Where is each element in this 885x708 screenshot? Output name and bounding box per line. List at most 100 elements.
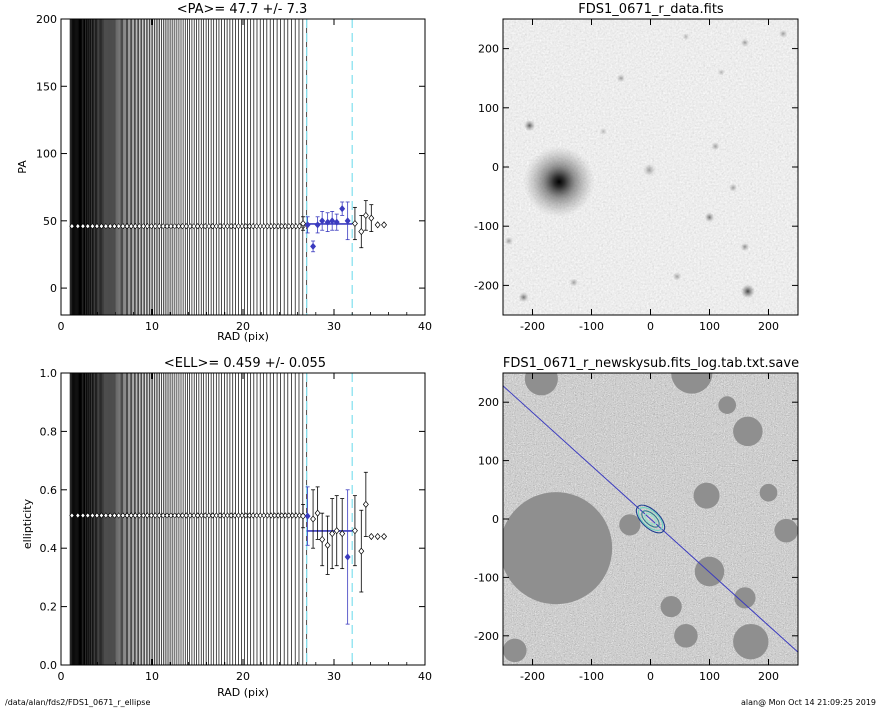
model-image-mask xyxy=(734,587,756,609)
pa-plot-marks xyxy=(69,19,388,315)
model-image-ytick-label: 200 xyxy=(478,396,499,409)
data-image-source xyxy=(704,212,715,223)
ell-point xyxy=(351,527,358,535)
pa-point xyxy=(304,221,311,229)
data-image-source xyxy=(740,284,755,299)
footer-path: /data/alan/fds2/FDS1_0671_r_ellipse xyxy=(5,698,151,707)
model-image-mask xyxy=(660,595,682,618)
data-image-title: FDS1_0671_r_data.fits xyxy=(578,2,724,17)
data-image-source xyxy=(599,127,607,136)
data-image-ytick-label: 0 xyxy=(492,161,499,174)
pa-point xyxy=(351,219,358,228)
pa-xtick-label: 20 xyxy=(236,320,250,333)
data-image-xtick-label: -100 xyxy=(579,320,604,333)
ell-ytick-label: 0.8 xyxy=(40,425,58,438)
pa-point xyxy=(324,218,331,226)
ell-plot-xlabel: RAD (pix) xyxy=(217,686,269,699)
model-image-overlay xyxy=(503,385,798,653)
model-image-mask xyxy=(733,623,769,660)
ell-point xyxy=(304,512,311,520)
pa-plot: <PA>= 47.7 +/- 7.3 0 10 20 30 40 0 50 100 150 200… xyxy=(16,2,432,343)
model-image-mask xyxy=(503,492,613,605)
model-image-xtick-label: 200 xyxy=(758,670,779,683)
pa-plot-ylabel: PA xyxy=(16,160,29,174)
model-image-isophote-ellipse xyxy=(644,513,657,525)
data-image-ytick-label: -100 xyxy=(474,220,499,233)
pa-xtick-label: 10 xyxy=(145,320,159,333)
data-image-source xyxy=(740,242,750,252)
ell-xtick-label: 40 xyxy=(418,670,432,683)
model-image-mask xyxy=(718,396,737,414)
pa-point xyxy=(310,242,317,250)
ell-point xyxy=(362,500,369,508)
pa-ytick-label: 200 xyxy=(36,13,57,26)
ell-ytick-label: 0.4 xyxy=(40,542,58,555)
model-image-isophote-ellipse xyxy=(635,504,666,534)
data-image-source xyxy=(642,163,656,177)
pa-point xyxy=(300,219,307,228)
ell-xtick-label: 20 xyxy=(236,670,250,683)
pa-dense-point xyxy=(69,223,75,230)
model-image-ytick-label: -100 xyxy=(474,571,499,584)
ell-xtick-label: 10 xyxy=(145,670,159,683)
ell-plot: <ELL>= 0.459 +/- 0.055 0 10 20 30 40 0.0 0.2 0.… xyxy=(21,356,432,699)
data-image-source xyxy=(518,292,529,303)
data-image-source xyxy=(523,119,536,132)
pa-point xyxy=(339,205,346,213)
data-image-source xyxy=(682,33,690,41)
data-image-axes: -200 -100 0 100 200 -200 -100 0 100 200 xyxy=(474,19,798,333)
pa-plot-axes: 0 10 20 30 40 0 50 100 150 200 xyxy=(36,13,432,333)
model-image-mask xyxy=(671,373,713,394)
pa-xtick-label: 30 xyxy=(327,320,341,333)
model-image-mask xyxy=(759,483,778,502)
model-image-masks xyxy=(503,373,798,663)
ell-plot-title: <ELL>= 0.459 +/- 0.055 xyxy=(164,356,326,371)
ell-plot-ylabel: ellipticity xyxy=(21,498,34,549)
data-image-plot: FDS1_0671_r_data.fits xyxy=(474,2,799,333)
ell-point xyxy=(374,532,381,541)
pa-point xyxy=(358,228,365,236)
pa-plot-title: <PA>= 47.7 +/- 7.3 xyxy=(177,2,308,17)
model-image-mask xyxy=(693,482,720,509)
data-image-xtick-label: 200 xyxy=(758,320,779,333)
model-image-fit-line xyxy=(503,385,798,653)
model-image-plot: FDS1_0671_r_newskysub.fits_log.tab.txt.s… xyxy=(474,356,799,683)
ell-xtick-label: 0 xyxy=(58,670,65,683)
ell-point xyxy=(333,527,340,535)
model-image-mask xyxy=(503,638,527,663)
pa-dense-point xyxy=(80,223,86,230)
ell-point xyxy=(324,541,331,549)
ell-ytick-label: 0.0 xyxy=(40,659,58,672)
data-image-source xyxy=(616,73,626,83)
ell-ytick-label: 0.2 xyxy=(40,601,58,614)
ell-dense-point xyxy=(69,512,75,519)
model-image-mask xyxy=(733,416,763,447)
pa-plot-xlabel: RAD (pix) xyxy=(217,330,269,343)
data-image-source xyxy=(728,183,738,192)
pa-point xyxy=(381,221,388,229)
model-image-ytick-label: 0 xyxy=(492,513,499,526)
model-image-axes: -200 -100 0 100 200 -200 -100 0 100 200 xyxy=(474,373,798,683)
data-image-source xyxy=(740,38,750,47)
model-image-mask xyxy=(774,518,798,543)
pa-ytick-label: 100 xyxy=(36,148,57,161)
ell-ytick-label: 0.6 xyxy=(40,484,58,497)
model-image-isophote-ellipse xyxy=(641,510,660,528)
pa-point xyxy=(344,217,351,225)
pa-point xyxy=(329,217,336,225)
ell-ytick-label: 1.0 xyxy=(40,367,58,380)
data-image-sources xyxy=(504,29,788,303)
ell-point xyxy=(339,530,346,538)
pa-ytick-label: 0 xyxy=(50,282,57,295)
data-image-source xyxy=(672,272,682,281)
model-image-title: FDS1_0671_r_newskysub.fits_log.tab.txt.s… xyxy=(503,356,799,371)
data-image-source xyxy=(717,68,725,76)
data-image-ytick-label: 100 xyxy=(478,102,499,115)
data-image-xtick-label: 100 xyxy=(699,320,720,333)
pa-point xyxy=(333,218,340,226)
data-image-source xyxy=(523,146,595,218)
model-image-ytick-label: 100 xyxy=(478,455,499,468)
pa-point xyxy=(362,211,369,219)
model-image-mask xyxy=(524,373,558,396)
